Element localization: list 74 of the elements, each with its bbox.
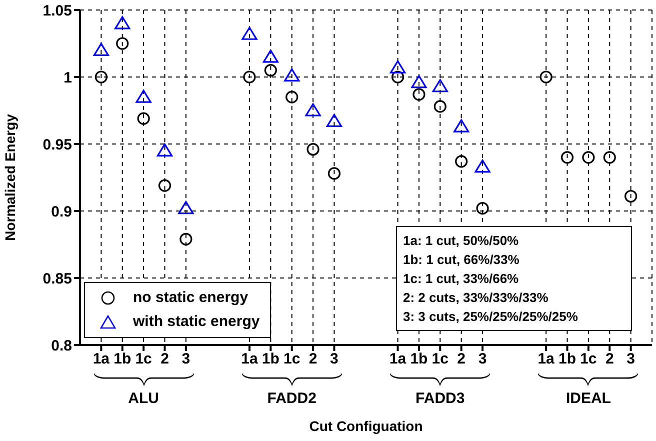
- point: [178, 201, 194, 214]
- annotation: 2: 2 cuts, 33%/33%/33%: [403, 289, 550, 307]
- point: [264, 64, 277, 77]
- x-tick-label: 1c: [580, 350, 597, 368]
- y-axis-title: Normalized Energy: [2, 114, 18, 241]
- x-tick-label: 1a: [389, 350, 407, 368]
- point: [286, 90, 298, 104]
- point: [540, 70, 552, 84]
- x-tick-label: 3: [478, 350, 487, 368]
- x-tick-label: 1a: [538, 350, 556, 368]
- point: [391, 70, 404, 84]
- x-tick-label: 1c: [284, 350, 300, 368]
- point: [243, 70, 256, 84]
- point: [582, 151, 595, 164]
- x-tick-label: 3: [330, 350, 338, 368]
- point: [242, 26, 258, 40]
- point: [305, 103, 321, 116]
- point: [262, 50, 278, 63]
- text: FADD2: [266, 390, 318, 407]
- point: [412, 88, 426, 101]
- point: [455, 155, 468, 168]
- point: [93, 42, 109, 56]
- x-tick-label: 3: [626, 350, 635, 368]
- legend-label: no static energy: [133, 288, 248, 308]
- point: [94, 70, 108, 84]
- x-tick-label: 1a: [241, 350, 258, 368]
- x-tick-label: 1b: [558, 350, 576, 368]
- y-tick-label: 0.8: [51, 337, 72, 354]
- x-tick-label: 1c: [432, 350, 448, 368]
- point: [624, 190, 638, 203]
- point: [116, 37, 129, 50]
- point: [390, 60, 406, 74]
- annotation: 1a: 1 cut, 50%/50%: [403, 232, 520, 250]
- text: FADD3: [414, 390, 466, 407]
- y-tick-label: 0.95: [42, 136, 72, 154]
- x-tick-label: 1b: [410, 350, 428, 368]
- point: [326, 114, 342, 128]
- point: [474, 159, 490, 173]
- point: [158, 179, 172, 192]
- x-tick-label: 2: [605, 350, 614, 368]
- point: [328, 167, 341, 180]
- point: [454, 119, 470, 132]
- annotation: 3: 3 cuts, 25%/25%/25%/25%: [403, 308, 579, 326]
- legend-label: with static energy: [133, 312, 260, 332]
- point: [411, 75, 427, 88]
- y-tick-label: 0.85: [42, 270, 72, 288]
- point: [476, 202, 489, 215]
- x-tick-label: 3: [182, 350, 190, 368]
- annotation: 1c: 1 cut, 33%/66%: [403, 270, 520, 288]
- x-tick-label: 1c: [135, 350, 152, 368]
- point: [136, 90, 152, 103]
- x-axis-title: Cut Configuation: [308, 418, 424, 434]
- point: [114, 16, 130, 30]
- x-tick-label: 2: [457, 350, 466, 368]
- x-tick-label: 1b: [114, 350, 132, 368]
- point: [603, 151, 616, 164]
- point: [306, 143, 320, 156]
- x-tick-label: 1b: [262, 350, 280, 368]
- point: [137, 112, 150, 125]
- x-tick-label: 2: [160, 350, 169, 368]
- x-tick-label: 1a: [92, 350, 110, 368]
- y-tick-label: 0.9: [51, 203, 72, 220]
- y-tick-label: 1.05: [42, 2, 72, 20]
- point: [560, 151, 574, 164]
- point: [432, 79, 448, 92]
- text: ALU: [127, 390, 160, 407]
- text: IDEAL: [564, 390, 612, 407]
- x-tick-label: 2: [308, 350, 318, 368]
- point: [434, 100, 446, 113]
- point: [284, 68, 300, 82]
- point: [180, 232, 192, 246]
- annotation: 1b: 1 cut, 66%/33%: [403, 251, 520, 269]
- y-tick-label: 1: [64, 69, 72, 86]
- point: [156, 143, 173, 156]
